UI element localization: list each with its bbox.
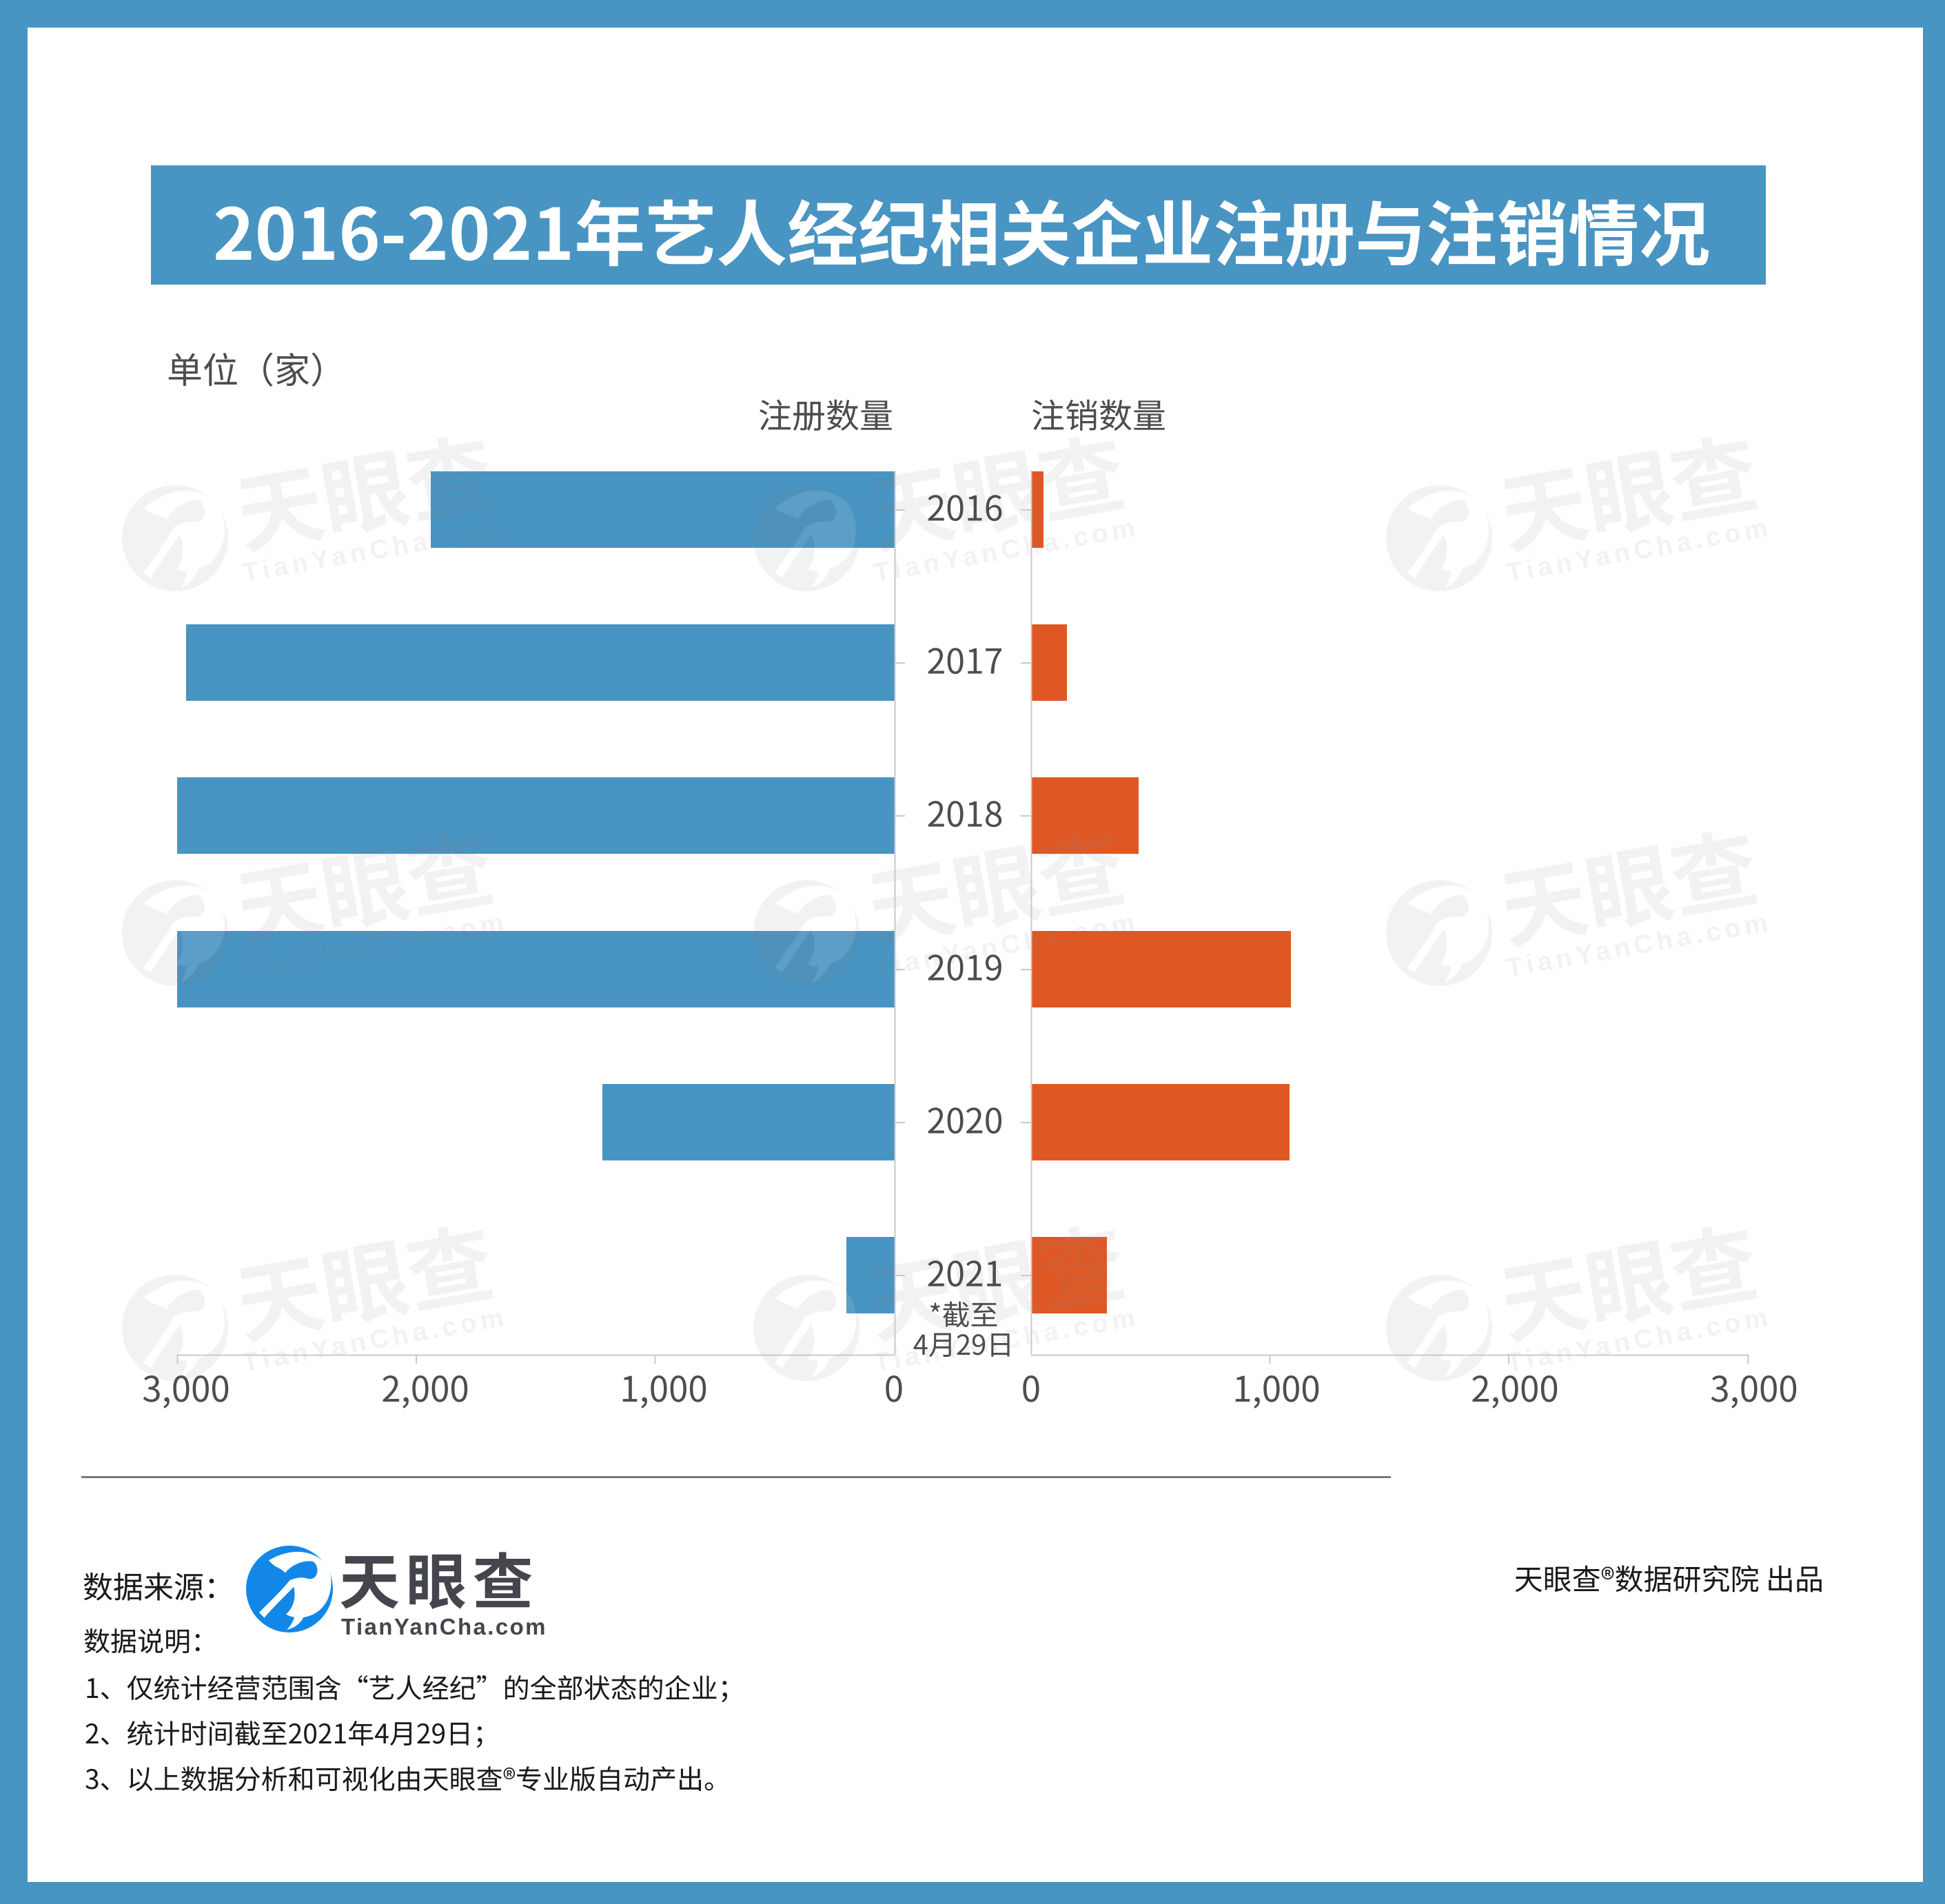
svg-text:TianYanCha.com: TianYanCha.com: [341, 1614, 547, 1639]
